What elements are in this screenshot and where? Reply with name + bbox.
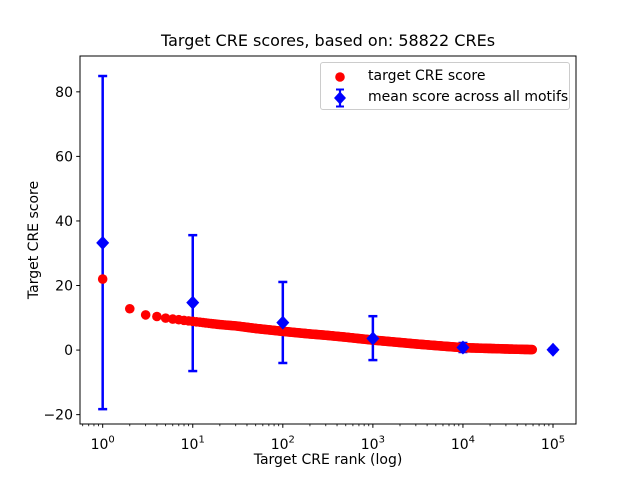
target-score-point — [152, 311, 162, 322]
legend-label: mean score across all motifs — [368, 89, 569, 105]
axes-frame — [79, 55, 577, 425]
x-tick-label: 102 — [271, 435, 295, 454]
y-tick-label: 20 — [55, 279, 73, 295]
x-tick-label: 105 — [541, 435, 565, 454]
target-score-marker-icon — [335, 71, 345, 82]
y-axis-label: Target CRE score — [26, 180, 42, 300]
y-tick-label: 40 — [55, 214, 73, 230]
target-score-point — [124, 303, 135, 314]
legend-item-mean-score: mean score across all motifs — [325, 87, 569, 108]
mean-score-marker-icon — [334, 88, 346, 107]
mean-score-diamond — [186, 295, 200, 310]
y-tick-label: 60 — [55, 149, 73, 165]
y-tick-label: −20 — [43, 408, 73, 424]
target-score-point — [527, 344, 538, 355]
y-tick-label: 0 — [64, 343, 73, 359]
target-score-point — [160, 313, 171, 323]
y-tick-label: 80 — [55, 85, 73, 101]
mean-score-diamond — [366, 331, 380, 346]
legend-item-target-score: target CRE score — [325, 66, 569, 87]
target-score-point — [140, 310, 151, 320]
legend-label: target CRE score — [368, 68, 486, 84]
mean-score-diamond — [546, 342, 560, 357]
x-tick-label: 103 — [361, 435, 385, 454]
x-tick-label: 100 — [91, 435, 115, 454]
target-score-point — [97, 274, 108, 284]
x-axis-label: Target CRE rank (log) — [253, 452, 403, 468]
legend: target CRE score mean score across all m… — [320, 62, 570, 110]
mean-score-diamond — [276, 315, 290, 330]
mean-score-diamond — [456, 340, 470, 355]
mean-score-diamond — [96, 235, 110, 250]
x-tick-label: 101 — [181, 435, 205, 454]
chart-title: Target CRE scores, based on: 58822 CREs — [160, 31, 496, 50]
x-tick-label: 104 — [451, 435, 475, 454]
